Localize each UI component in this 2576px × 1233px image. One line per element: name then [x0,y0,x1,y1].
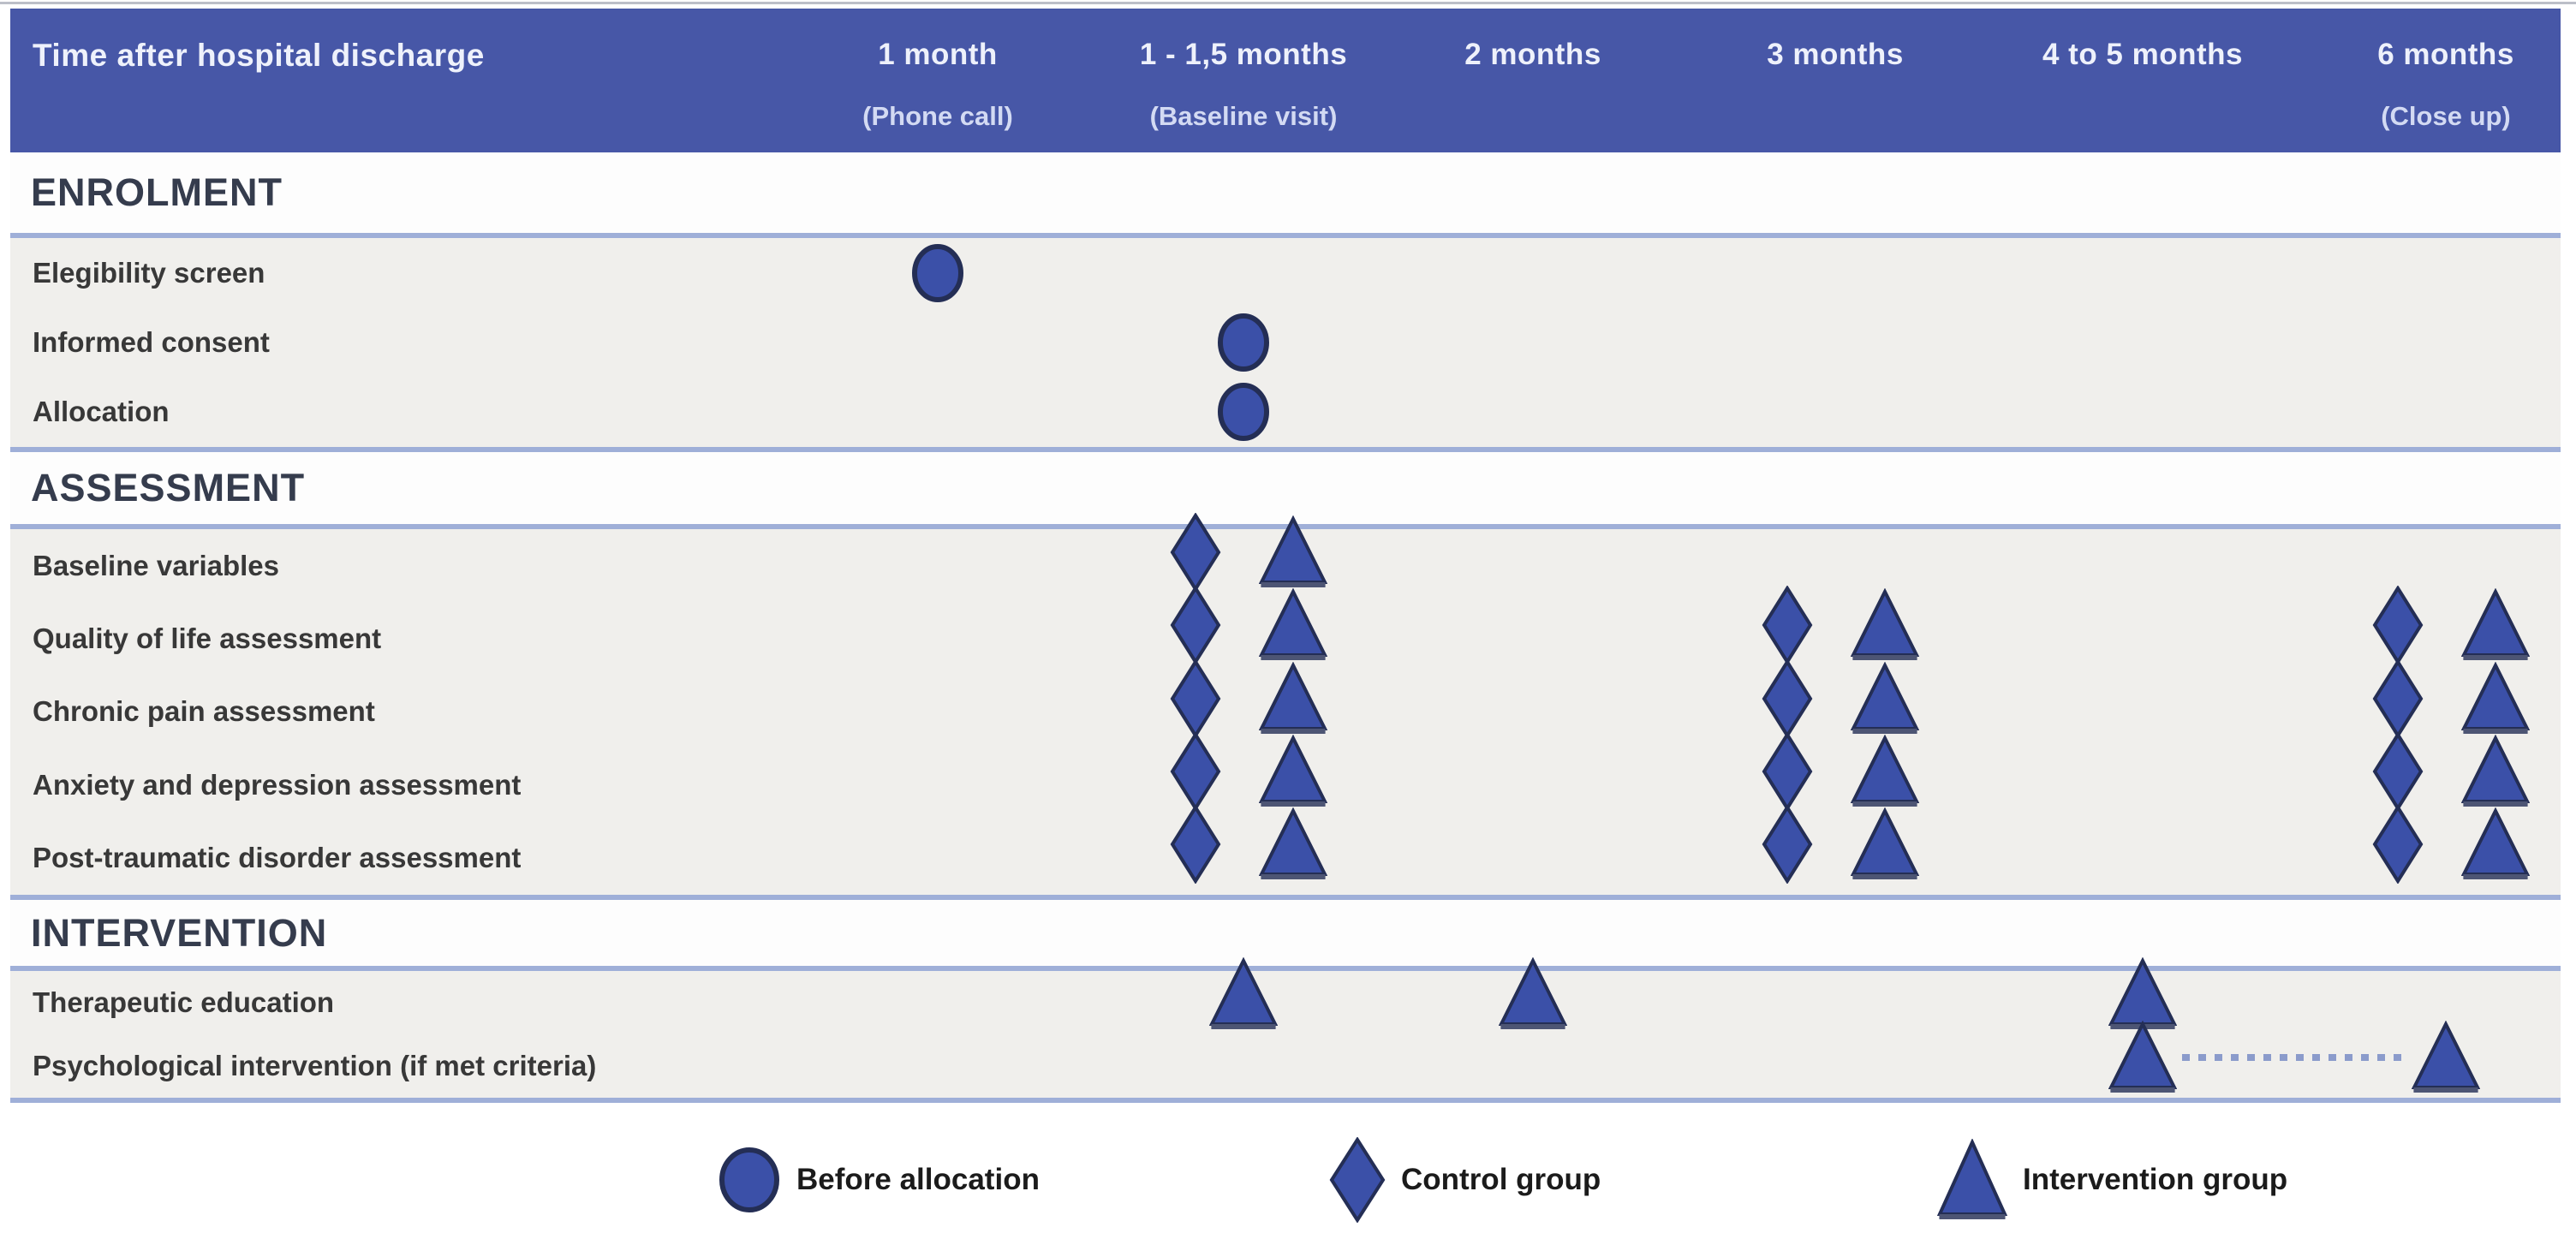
column-label: 6 months [2377,38,2514,71]
column-label: 4 to 5 months [2042,38,2244,71]
diamond-icon [1762,731,1813,811]
figure-top-border [0,2,2576,4]
legend: Before allocation Control group Interventi… [0,1132,2576,1228]
schedule-row: Post-traumatic disorder assessment [10,822,2561,895]
section-heading-enrolment: ENROLMENT [10,152,2561,238]
schedule-row: Baseline variables [10,529,2561,602]
column-sublabel: (Phone call) [862,101,1013,131]
dashed-connector-line [2182,1054,2406,1061]
header-title: Time after hospital discharge [33,38,485,73]
triangle-icon [1259,515,1327,587]
column-header-5: 4 to 5 months [2042,38,2243,72]
section-rows: Baseline variables Quality of life assess… [10,512,2561,900]
diamond-icon [1170,512,1221,592]
triangle-icon [1937,1139,2007,1219]
column-label: 2 months [1464,38,1601,71]
row-label: Anxiety and depression assessment [33,768,522,801]
legend-label: Intervention group [2023,1163,2288,1196]
triangle-icon [1259,661,1327,734]
row-label: Informed consent [33,325,270,358]
triangle-icon [2108,1021,2177,1093]
schedule-row: Therapeutic education [10,971,2561,1034]
legend-label: Before allocation [796,1163,1040,1196]
header-row: Time after hospital discharge 1 month (Ph… [10,9,2561,152]
diamond-icon [1762,805,1813,885]
section-heading-assessment: ASSESSMENT [10,452,2561,529]
circle-icon [719,1147,779,1212]
diamond-icon [2372,658,2424,738]
triangle-icon [1851,588,1919,661]
row-label: Allocation [33,396,170,428]
triangle-icon [1499,957,1567,1029]
column-label: 1 - 1,5 months [1139,38,1348,71]
triangle-icon [2461,588,2530,661]
row-label: Chronic pain assessment [33,695,375,728]
circle-icon [1218,383,1269,442]
triangle-icon [1259,807,1327,880]
circle-icon [1218,313,1269,372]
schedule-row: Psychological intervention (if met crite… [10,1034,2561,1098]
row-label: Elegibility screen [33,256,265,289]
row-label: Quality of life assessment [33,622,382,655]
diamond-icon [1170,805,1221,885]
diamond-icon [2372,731,2424,811]
triangle-icon [1851,807,1919,880]
legend-item-triangle: Intervention group [1937,1132,2287,1228]
triangle-icon [2461,661,2530,734]
schedule-row: Chronic pain assessment [10,676,2561,748]
row-label: Therapeutic education [33,986,335,1018]
circle-icon [912,243,963,302]
row-label: Psychological intervention (if met crite… [33,1050,597,1081]
section-rows: Therapeutic education Psychological inter… [10,957,2561,1103]
schedule-row: Anxiety and depression assessment [10,748,2561,821]
column-header-4: 3 months [1767,38,1904,72]
column-label: 3 months [1767,38,1904,71]
triangle-icon [1851,734,1919,807]
triangle-icon [2461,807,2530,880]
section-heading-label: INTERVENTION [31,910,328,955]
column-header-1: 1 month (Phone call) [862,38,1013,131]
row-label: Baseline variables [33,549,280,581]
triangle-icon [1851,661,1919,734]
section-heading-label: ASSESSMENT [31,466,306,509]
schedule-row: Elegibility screen [10,238,2561,307]
legend-item-diamond: Control group [1329,1132,1601,1228]
triangle-icon [1209,957,1278,1029]
schedule-row: Quality of life assessment [10,602,2561,675]
legend-label: Control group [1401,1163,1601,1196]
diamond-icon [1762,586,1813,665]
schedule-row: Informed consent [10,307,2561,377]
diamond-icon [2372,586,2424,665]
diamond-icon [1170,731,1221,811]
schedule-row: Allocation [10,378,2561,447]
column-header-2: 1 - 1,5 months (Baseline visit) [1139,38,1348,131]
diamond-icon [1762,658,1813,738]
triangle-icon [1259,734,1327,807]
triangle-icon [2461,734,2530,807]
column-label: 1 month [878,38,998,71]
column-sublabel: (Baseline visit) [1149,101,1338,131]
section-rows: Elegibility screen Informed consent Alloca… [10,238,2561,452]
diamond-icon [1170,658,1221,738]
column-sublabel: (Close up) [2381,101,2511,131]
triangle-icon [2412,1021,2480,1093]
section-heading-intervention: INTERVENTION [10,900,2561,971]
diamond-icon [1170,586,1221,665]
section-heading-label: ENROLMENT [31,170,283,214]
row-label: Post-traumatic disorder assessment [33,842,522,874]
diamond-icon [2372,805,2424,885]
column-header-3: 2 months [1464,38,1601,72]
legend-item-circle: Before allocation [718,1132,1040,1228]
column-header-6: 6 months (Close up) [2377,38,2514,131]
triangle-icon [1259,588,1327,661]
diamond-icon [1329,1137,1386,1223]
